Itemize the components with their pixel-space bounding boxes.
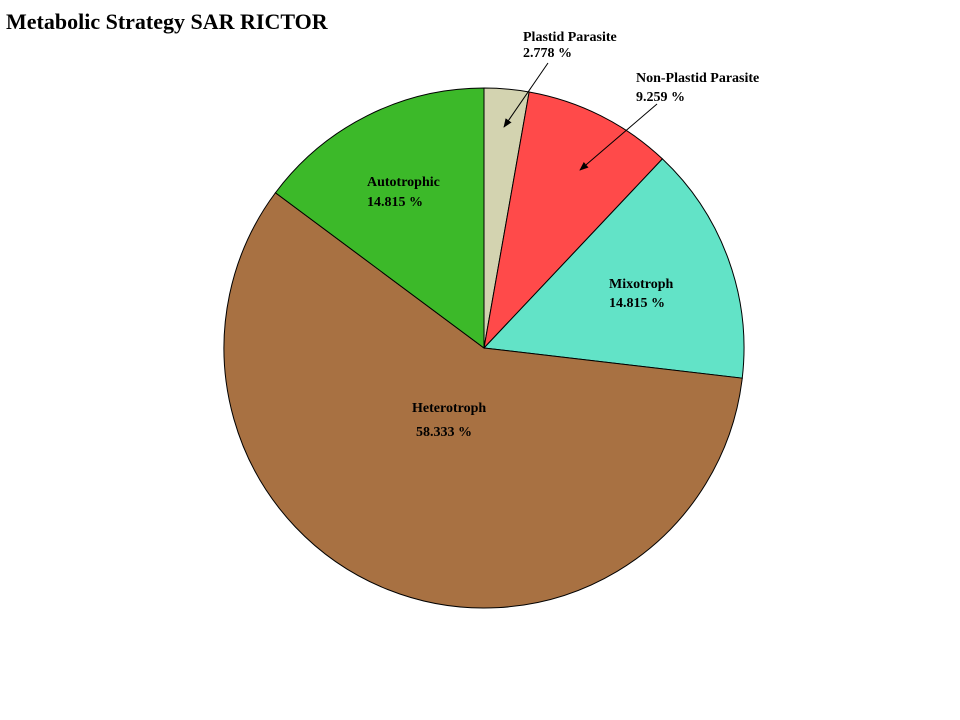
pie-slice-non-plastid-parasite [483, 91, 664, 350]
pie-slice-mixotroph [482, 158, 745, 379]
slice-percent-label-heterotroph: 58.333 % [416, 425, 472, 440]
slice-percent-label-mixotroph: 14.815 % [609, 296, 665, 311]
pie-slice-heterotroph [223, 192, 743, 609]
slice-name-label-mixotroph: Mixotroph [609, 277, 674, 292]
leader-arrow-plastid-parasite [503, 62, 549, 128]
slice-name-label-non-plastid-parasite: Non-Plastid Parasite [636, 71, 759, 86]
leader-arrow-non-plastid-parasite [579, 103, 658, 171]
slice-percent-label-plastid-parasite: 2.778 % [523, 46, 572, 61]
slice-name-label-autotrophic: Autotrophic [367, 175, 440, 190]
pie-slice-autotrophic [274, 87, 485, 349]
slice-percent-label-autotrophic: 14.815 % [367, 195, 423, 210]
slice-name-label-plastid-parasite: Plastid Parasite [523, 30, 617, 45]
slices-layer [223, 87, 745, 609]
slice-name-label-heterotroph: Heterotroph [412, 401, 486, 416]
chart-title: Metabolic Strategy SAR RICTOR [6, 9, 329, 34]
slice-percent-label-non-plastid-parasite: 9.259 % [636, 90, 685, 105]
